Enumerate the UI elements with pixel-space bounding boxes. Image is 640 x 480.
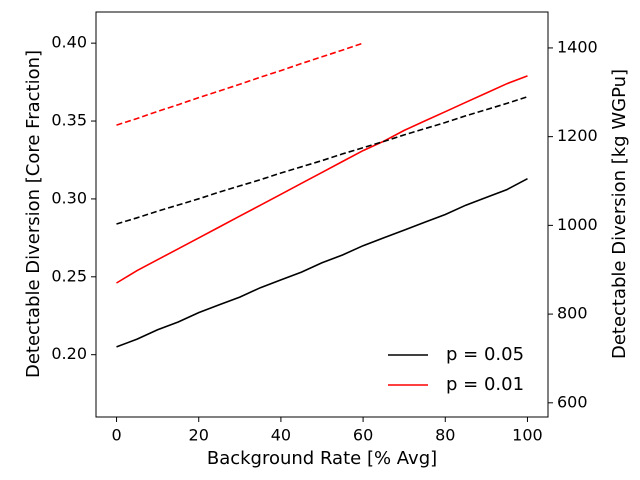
x-tick-label: 100 [512, 426, 543, 445]
x-tick-label: 60 [353, 426, 373, 445]
y-tick-label: 0.35 [51, 111, 87, 130]
series-line [116, 177, 528, 348]
series-line [116, 75, 528, 284]
x-tick-label: 0 [111, 426, 121, 445]
y-tick-label: 0.20 [51, 344, 87, 363]
y2-tick-label: 1000 [557, 215, 598, 234]
y2-tick-label: 1200 [557, 126, 598, 145]
legend-label: p = 0.01 [446, 374, 524, 395]
y2-tick-label: 1400 [557, 37, 598, 56]
series-line [116, 42, 364, 126]
x-tick-label: 40 [271, 426, 291, 445]
y2-tick-label: 800 [557, 304, 588, 323]
x-tick-label: 20 [189, 426, 209, 445]
y-axis-label: Detectable Diversion [Core Fraction] [23, 50, 44, 378]
legend-label: p = 0.05 [446, 344, 524, 365]
x-tick-label: 80 [435, 426, 455, 445]
y-tick-label: 0.40 [51, 33, 87, 52]
y-tick-label: 0.25 [51, 266, 87, 285]
y2-axis-label: Detectable Diversion [kg WGPu] [609, 69, 630, 359]
y-tick-label: 0.30 [51, 188, 87, 207]
x-axis-label: Background Rate [% Avg] [207, 448, 437, 469]
y2-tick-label: 600 [557, 392, 588, 411]
plot-frame [95, 11, 549, 418]
